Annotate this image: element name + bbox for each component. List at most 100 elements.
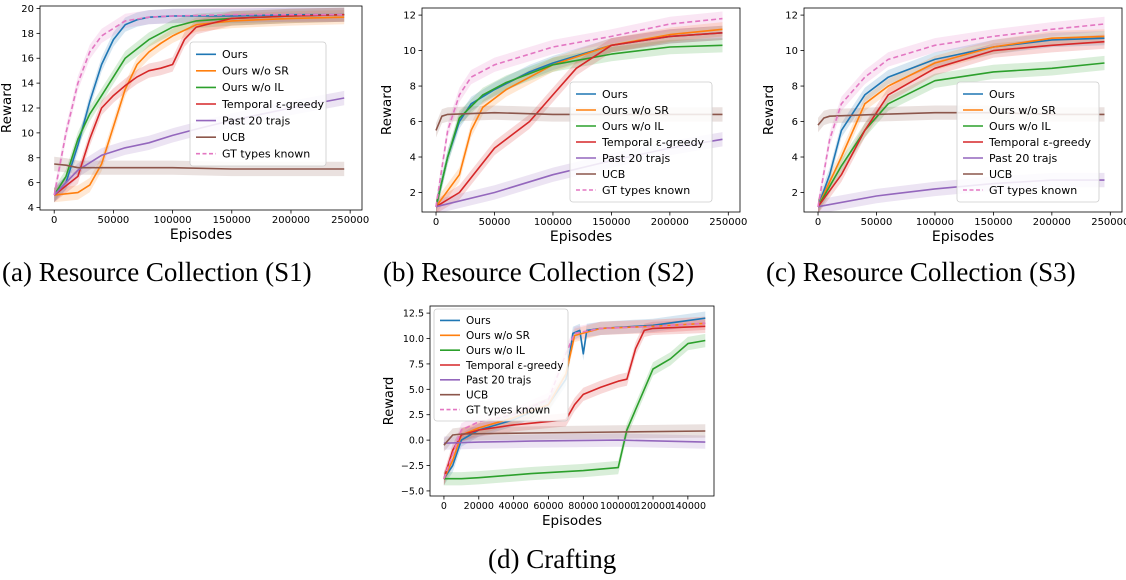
- series-line-ours: [53, 13, 345, 196]
- x-tick-label: 120000: [635, 501, 671, 512]
- legend-label: Temporal ε-greedy: [221, 98, 325, 111]
- legend-label: UCB: [989, 168, 1012, 181]
- legend-label: GT types known: [602, 184, 690, 197]
- series-line-gt-types-known: [435, 17, 723, 207]
- band-2-2: [818, 55, 1105, 212]
- axes-frame: [421, 7, 741, 213]
- x-tick-label: 80000: [568, 501, 598, 512]
- band-3-3: [443, 319, 706, 486]
- y-tick-label: 6: [410, 117, 416, 128]
- y-tick-label: 2: [410, 188, 416, 199]
- y-tick-label: 2: [792, 188, 798, 199]
- legend-label: Ours w/o IL: [602, 120, 665, 133]
- y-tick-label: 20: [21, 4, 34, 15]
- y-tick-label: 10: [785, 46, 798, 57]
- y-tick-label: 10.0: [403, 334, 424, 345]
- x-tick-label: 250000: [1091, 217, 1126, 228]
- y-axis-label: Reward: [380, 85, 395, 135]
- y-axis-label: Reward: [0, 83, 15, 133]
- legend-label: GT types known: [222, 148, 310, 161]
- x-tick-label: 20000: [464, 501, 494, 512]
- band-3-4: [443, 433, 706, 450]
- y-tick-label: 0.0: [409, 436, 424, 447]
- series-line-ours-w-o-sr: [817, 35, 1105, 208]
- x-tick-label: 100000: [534, 217, 572, 228]
- y-axis-label: Reward: [762, 85, 777, 135]
- y-tick-label: 12: [785, 11, 798, 22]
- y-tick-label: 8: [792, 82, 798, 93]
- chart-a: 0 50000 100000 150000 200000 250000 4 6 8 10 12 14 1…: [0, 0, 374, 249]
- legend-label: Past 20 trajs: [989, 152, 1058, 165]
- legend-label: Ours: [602, 88, 628, 101]
- band-2-6: [818, 16, 1105, 212]
- y-tick-label: 10: [21, 128, 34, 139]
- legend-box: [189, 41, 327, 167]
- series-line-ours-w-o-il: [443, 339, 706, 480]
- x-tick-label: 50000: [479, 217, 511, 228]
- x-tick-label: 50000: [97, 215, 129, 226]
- chart-d: 0 20000 40000 60000 80000 100000 120000 140000 −…: [378, 300, 723, 539]
- y-tick-label: 14: [21, 79, 34, 90]
- y-tick-label: 12: [21, 104, 34, 115]
- legend-label: Ours w/o SR: [989, 104, 1056, 117]
- x-tick-label: 100000: [600, 501, 636, 512]
- legend-label: Temporal ε-greedy: [601, 136, 705, 149]
- x-tick-label: 40000: [499, 501, 529, 512]
- x-tick-label: 100000: [916, 217, 954, 228]
- legend-label: Ours: [466, 315, 491, 327]
- y-tick-label: 4: [410, 153, 416, 164]
- axes-frame: [429, 305, 715, 497]
- x-tick-label: 150000: [592, 217, 630, 228]
- chart-c: 0 50000 100000 150000 200000 250000 2 4 6 8 10 12 Ep…: [761, 0, 1126, 249]
- y-tick-label: 12: [403, 11, 416, 22]
- x-tick-label: 60000: [533, 501, 563, 512]
- legend-label: UCB: [222, 131, 245, 144]
- y-tick-label: 6: [28, 178, 34, 189]
- y-tick-label: 2.5: [409, 410, 424, 421]
- x-tick-label: 100000: [153, 215, 191, 226]
- x-tick-label: 150000: [974, 217, 1012, 228]
- y-tick-label: 4: [28, 203, 34, 214]
- x-tick-label: 140000: [670, 501, 706, 512]
- band-0-5: [54, 156, 345, 177]
- series-line-ucb: [54, 163, 345, 170]
- x-tick-label: 0: [441, 501, 447, 512]
- x-tick-label: 50000: [861, 217, 893, 228]
- x-axis-label: Episodes: [170, 227, 232, 243]
- chart-a-svg: 0 50000 100000 150000 200000 250000 4 6 8 10 12 14 1…: [0, 4, 369, 243]
- legend-label: Ours: [989, 88, 1015, 101]
- series-line-past-20-trajs: [443, 439, 706, 444]
- legend-label: Ours w/o SR: [222, 65, 289, 78]
- y-tick-label: 10: [403, 46, 416, 57]
- y-tick-label: 8: [28, 153, 34, 164]
- band-0-1: [54, 10, 345, 203]
- legend-label: Ours w/o SR: [466, 330, 530, 342]
- legend-label: Ours w/o SR: [602, 104, 669, 117]
- x-tick-label: 0: [815, 217, 821, 228]
- caption-c: (c) Resource Collection (S3): [766, 257, 1076, 287]
- legend-label: Temporal ε-greedy: [988, 136, 1092, 149]
- x-tick-label: 200000: [651, 217, 689, 228]
- legend-label: GT types known: [989, 184, 1077, 197]
- legend-label: UCB: [466, 390, 488, 402]
- band-1-3: [436, 25, 723, 212]
- x-tick-label: 0: [51, 215, 57, 226]
- legend-label: GT types known: [466, 404, 550, 416]
- legend-box: [956, 81, 1100, 203]
- x-tick-label: 150000: [213, 215, 251, 226]
- legend-label: Past 20 trajs: [602, 152, 671, 165]
- series-line-ours-w-o-sr: [435, 28, 723, 208]
- x-tick-label: 200000: [272, 215, 310, 226]
- series-line-ours-w-o-il: [817, 62, 1105, 208]
- y-tick-label: 16: [21, 54, 34, 65]
- y-tick-label: 18: [21, 29, 34, 40]
- band-1-6: [436, 11, 723, 212]
- series-line-ours-w-o-sr: [54, 16, 345, 196]
- caption-a: (a) Resource Collection (S1): [2, 257, 312, 287]
- caption-d: (d) Crafting: [488, 544, 617, 574]
- y-axis-label: Reward: [382, 377, 397, 425]
- series-line-temporal-greedy: [817, 40, 1105, 208]
- y-tick-label: 5.0: [409, 385, 424, 396]
- y-tick-label: 7.5: [409, 359, 424, 370]
